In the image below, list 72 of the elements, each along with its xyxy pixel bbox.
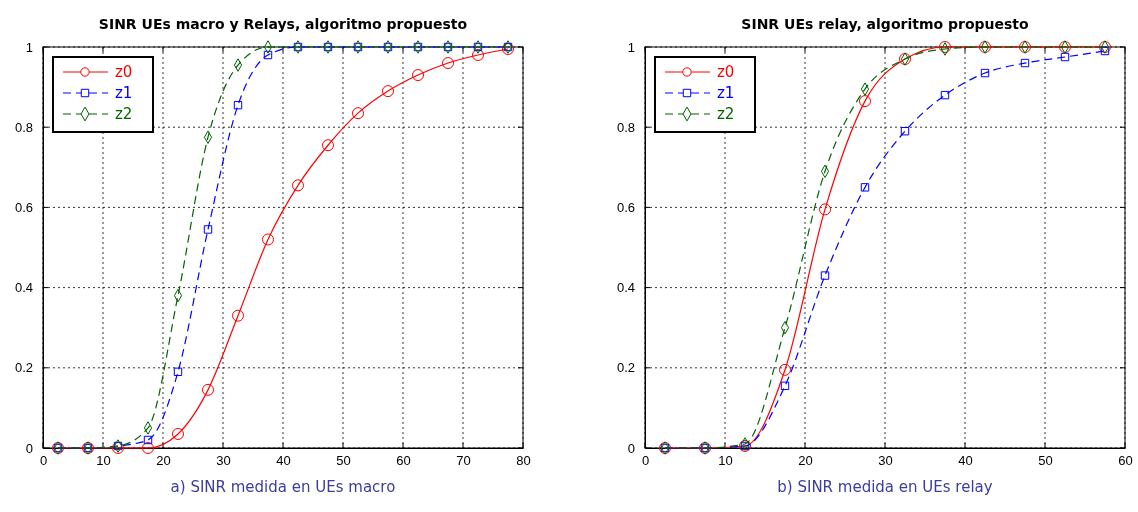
y-tick-label: 0 [627,440,635,456]
point [412,69,424,82]
y-tick-label: 1 [627,39,635,55]
x-tick-label: 60 [396,453,411,469]
x-tick-label: 10 [96,453,111,469]
point [980,68,990,78]
x-tick-label: 50 [1038,453,1053,469]
chart-title: SINR UEs macro y Relays, algoritmo propuesto [98,16,468,32]
point [859,95,871,108]
point [203,225,213,234]
y-tick-label: 0.6 [14,200,33,216]
point [203,130,213,144]
x-axis-title: b) SINR medida en UEs relay [777,478,993,496]
y-tick-label: 0.4 [14,280,33,296]
point [820,271,830,280]
point [819,203,831,216]
y-tick-label: 0.8 [14,119,33,135]
point [143,421,153,435]
y-tick-label: 0.4 [616,280,635,296]
x-tick-label: 60 [1118,453,1133,469]
point [143,435,153,445]
point [322,139,334,152]
point [292,179,304,192]
x-tick-label: 50 [336,453,351,469]
legend-label: z0 [115,63,133,81]
point [940,90,950,100]
point [233,100,243,110]
x-tick-label: 40 [958,453,973,469]
x-tick-label: 30 [216,453,231,469]
y-tick-label: 0.2 [14,360,33,376]
legend-label: z1 [115,84,133,102]
point [172,427,184,440]
point [1020,58,1030,68]
point [263,40,273,54]
legend-label: z0 [717,63,735,81]
x-tick-label: 20 [798,453,813,469]
x-tick-label: 30 [878,453,893,469]
point [173,367,183,377]
y-tick-label: 0.8 [616,119,635,135]
point [142,442,154,454]
point [472,49,484,62]
point [232,309,244,322]
x-tick-label: 20 [156,453,171,469]
y-tick-label: 1 [25,39,33,55]
point [233,58,243,72]
x-tick-label: 10 [718,453,733,469]
point [860,183,870,192]
x-tick-label: 0 [641,453,650,469]
legend-label: z1 [717,84,735,102]
point [860,82,870,96]
chart-title: SINR UEs relay, algoritmo propuesto [741,16,1030,32]
point [1100,46,1110,56]
point [1060,52,1070,62]
x-tick-label: 80 [516,453,531,469]
x-tick-label: 0 [39,453,48,469]
y-tick-label: 0.2 [616,360,635,376]
point [779,363,791,376]
x-axis-title: a) SINR medida en UEs macro [170,478,396,496]
point [263,50,273,60]
point [262,233,274,246]
point [352,107,364,120]
y-tick-label: 0.6 [616,200,635,216]
x-tick-label: 70 [456,453,471,469]
point [900,127,910,136]
legend-label: z2 [717,105,735,123]
point [442,57,454,70]
y-tick-label: 0 [25,440,33,456]
legend-label: z2 [115,105,133,123]
point [780,381,790,391]
point [202,383,214,396]
x-tick-label: 40 [276,453,291,469]
point [382,85,394,98]
